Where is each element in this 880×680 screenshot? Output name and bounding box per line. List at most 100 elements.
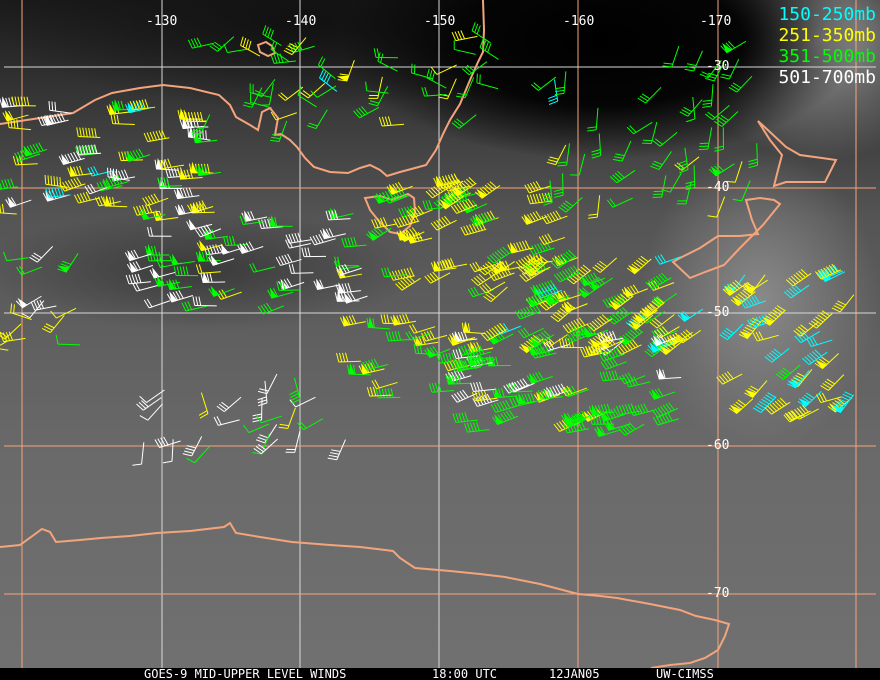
wind-barb [143, 298, 171, 309]
coastline-australia [0, 0, 486, 178]
wind-barb [124, 249, 152, 262]
wind-barb [29, 246, 54, 263]
wind-barb [0, 323, 22, 340]
wind-barb [126, 261, 154, 273]
wind-barb [218, 243, 245, 255]
wind-barb [553, 173, 564, 198]
wind-barb [200, 271, 226, 283]
wind-barb [658, 340, 684, 356]
wind-barb [327, 439, 346, 461]
wind-barb [195, 264, 221, 274]
wind-barb [562, 385, 590, 398]
wind-barb [698, 127, 713, 151]
wind-barb [652, 175, 667, 198]
wind-barb [260, 83, 274, 106]
wind-barb [785, 269, 812, 287]
wind-barb [0, 340, 9, 352]
wind-barb [656, 368, 682, 380]
wind-barb [129, 99, 156, 111]
wind-barb [483, 286, 508, 303]
wind-barb [386, 181, 413, 195]
wind-barb [313, 278, 340, 290]
wind-barb [720, 40, 747, 54]
wind-barb [269, 120, 288, 142]
longitude-label: -150 [424, 14, 456, 29]
wind-barb [421, 330, 448, 342]
wind-barb [142, 193, 169, 207]
wind-barb [2, 110, 29, 122]
wind-barb [599, 370, 625, 382]
wind-barb [55, 334, 80, 346]
wind-barb [173, 187, 200, 200]
wind-barb [192, 131, 218, 144]
wind-barb [579, 344, 606, 358]
wind-barb [684, 50, 703, 72]
wind-barb [831, 391, 854, 414]
longitude-label: -170 [700, 14, 732, 29]
wind-barb [103, 194, 128, 208]
wind-barb [411, 63, 433, 80]
wind-barb [716, 371, 743, 385]
wind-barb [41, 315, 65, 333]
wind-barb [586, 107, 599, 132]
wind-barb [562, 317, 589, 334]
wind-barb [0, 346, 9, 351]
wind-barb [10, 303, 32, 320]
wind-barb [297, 418, 323, 431]
wind-barb [820, 374, 845, 391]
wind-barb [87, 166, 114, 177]
wind-barb [309, 234, 336, 246]
wind-barb [133, 203, 159, 216]
wind-barb [428, 382, 455, 393]
wind-barb [557, 143, 570, 167]
wind-barb [132, 442, 145, 466]
wind-barb [186, 218, 213, 231]
latitude-label: -40 [706, 180, 730, 195]
wind-barb [479, 38, 499, 60]
wind-barb [381, 267, 407, 278]
wind-barb [436, 352, 462, 364]
wind-barb [146, 251, 172, 262]
wind-barb [358, 362, 385, 375]
wind-barb [5, 196, 32, 208]
wind-barb [470, 212, 497, 227]
legend-entry-501-700mb: 501-700mb [778, 67, 876, 88]
latitude-label: -60 [706, 438, 730, 453]
wind-barb [152, 209, 179, 221]
wind-barb [268, 215, 293, 227]
wind-barb [563, 412, 590, 428]
wind-barb [597, 330, 624, 343]
wind-barb [196, 240, 223, 252]
wind-barb [346, 363, 372, 376]
wind-barbs [0, 22, 855, 466]
pressure-legend: 150-250mb 251-350mb 351-500mb 501-700mb [778, 4, 876, 88]
wind-barb [558, 197, 583, 213]
wind-barb [461, 321, 486, 335]
wind-barb [223, 236, 248, 246]
wind-barb [175, 203, 201, 216]
wind-barb [371, 217, 397, 229]
wind-barb [524, 264, 551, 277]
wind-barb [675, 329, 702, 344]
wind-barb [496, 260, 523, 272]
wind-barb [191, 114, 211, 136]
wind-barb [275, 253, 302, 266]
caption-bar: GOES-9 MID-UPPER LEVEL WINDS 18:00 UTC 1… [0, 668, 880, 680]
coastline-new-zealand-south [671, 196, 782, 280]
wind-barb [744, 380, 768, 398]
latitude-label: -30 [706, 59, 730, 74]
wind-barb [447, 334, 474, 346]
wind-barb [752, 331, 779, 342]
wind-barb [430, 259, 457, 272]
wind-barb [37, 114, 64, 126]
wind-barb [591, 133, 602, 159]
wind-barb [406, 231, 433, 244]
wind-barb [0, 178, 18, 191]
wind-barb [619, 372, 646, 385]
wind-barb [600, 357, 627, 370]
wind-barb [406, 205, 433, 219]
wind-barb [195, 250, 221, 262]
wind-barb [169, 253, 195, 266]
wind-barb [451, 177, 477, 197]
wind-barb [606, 197, 633, 208]
